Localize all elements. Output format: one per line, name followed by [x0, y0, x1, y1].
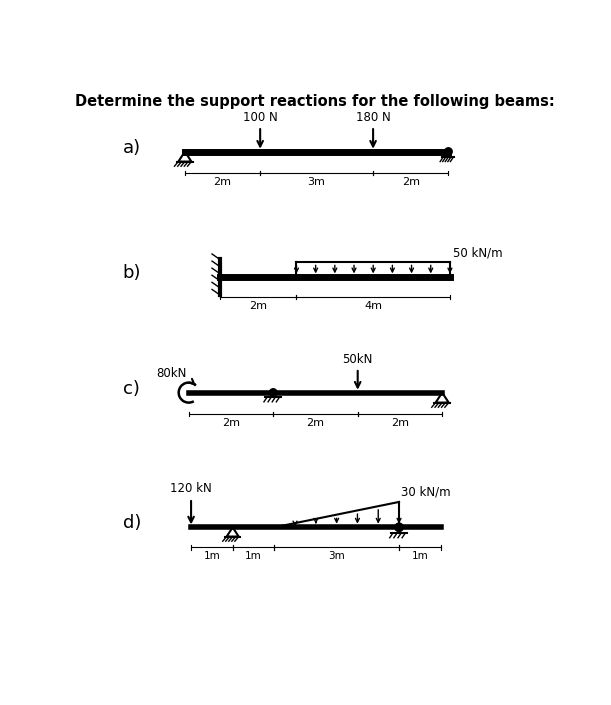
Text: b): b) — [123, 264, 141, 282]
Text: 100 N: 100 N — [243, 111, 277, 124]
Text: Determine the support reactions for the following beams:: Determine the support reactions for the … — [75, 94, 555, 109]
Text: 120 kN: 120 kN — [170, 482, 212, 495]
Text: 30 kN/m: 30 kN/m — [401, 486, 450, 499]
Text: 2m: 2m — [213, 177, 232, 187]
Text: 180 N: 180 N — [356, 111, 390, 124]
Circle shape — [269, 388, 277, 396]
Circle shape — [395, 523, 403, 532]
Text: 80kN: 80kN — [156, 367, 186, 380]
Text: d): d) — [123, 515, 141, 532]
Text: 1m: 1m — [411, 551, 428, 561]
Text: a): a) — [123, 139, 141, 157]
Text: 3m: 3m — [328, 551, 345, 561]
Text: 4m: 4m — [364, 301, 382, 311]
Circle shape — [445, 148, 452, 155]
Text: 50 kN/m: 50 kN/m — [453, 246, 503, 259]
Text: 3m: 3m — [308, 177, 326, 187]
Text: 2m: 2m — [401, 177, 420, 187]
Text: 50kN: 50kN — [343, 352, 373, 366]
Text: 2m: 2m — [391, 418, 409, 428]
Text: 2m: 2m — [307, 418, 324, 428]
Text: c): c) — [123, 380, 140, 398]
Text: 1m: 1m — [203, 551, 220, 561]
Text: 2m: 2m — [249, 301, 267, 311]
Text: 2m: 2m — [222, 418, 240, 428]
Text: 1m: 1m — [245, 551, 262, 561]
